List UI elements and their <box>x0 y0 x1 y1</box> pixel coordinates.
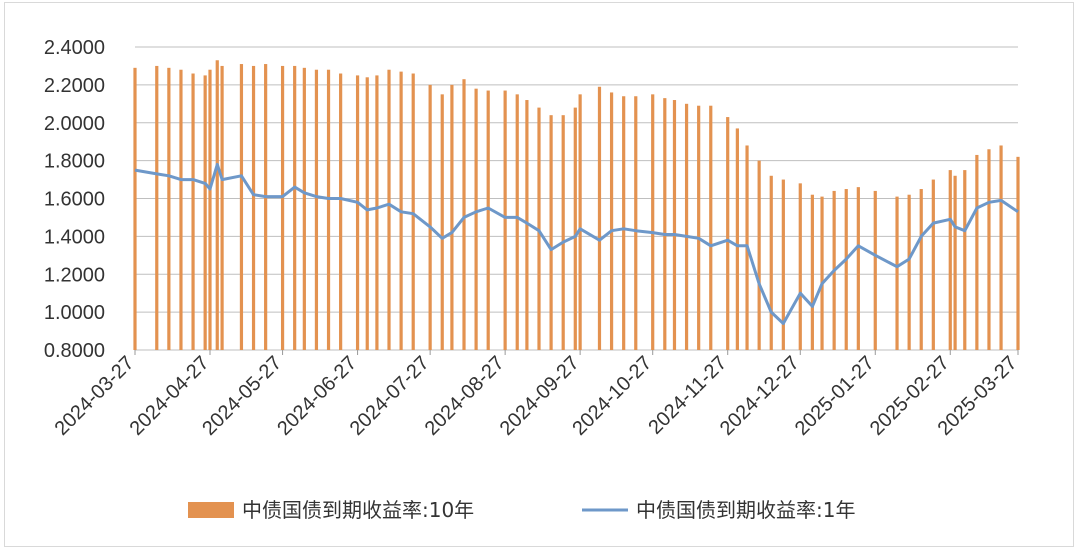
bar-10y <box>239 64 244 350</box>
bar-10y <box>515 94 519 350</box>
bar-10y <box>375 75 379 350</box>
bar-10y <box>578 94 582 350</box>
x-tick-label: 2024-03-27 <box>51 352 139 440</box>
bar-10y <box>1016 156 1020 350</box>
bar-10y <box>948 170 952 350</box>
bar-10y <box>609 92 614 350</box>
bar-10y <box>167 67 171 351</box>
x-tick-label: 2024-08-27 <box>421 352 509 440</box>
legend-swatch-10y <box>188 502 234 518</box>
bar-10y <box>697 105 701 350</box>
bar-10y <box>953 175 957 350</box>
bar-10y <box>179 69 183 350</box>
bar-10y <box>525 100 529 351</box>
bar-10y <box>203 75 207 350</box>
x-tick-label: 2025-01-27 <box>791 352 879 440</box>
bar-10y <box>411 73 415 350</box>
x-tick-label: 2024-12-27 <box>716 352 804 440</box>
bar-10y <box>856 187 860 350</box>
x-axis: 2024-03-272024-04-272024-05-272024-06-27… <box>51 350 1022 440</box>
bar-10y <box>264 64 268 350</box>
bar-10y <box>251 65 256 350</box>
x-tick-label: 2024-10-27 <box>568 352 656 440</box>
bar-10y <box>474 88 478 350</box>
bar-10y <box>462 79 466 350</box>
bar-10y <box>387 69 391 350</box>
y-tick-label: 1.6000 <box>44 189 105 211</box>
legend-label-1y: 中债国债到期收益率:1年 <box>636 498 855 522</box>
bar-10y <box>769 175 773 350</box>
bar-10y <box>220 65 224 350</box>
bar-10y <box>963 170 967 350</box>
bar-10y <box>634 96 638 350</box>
y-tick-label: 1.2000 <box>44 264 105 286</box>
bar-10y <box>873 190 877 350</box>
bar-10y <box>709 105 713 350</box>
bar-10y <box>314 69 319 350</box>
bar-10y <box>820 196 824 350</box>
bar-10y <box>355 75 360 350</box>
bar-10y <box>735 128 739 350</box>
bar-10y <box>450 84 454 350</box>
bar-10y <box>810 194 814 350</box>
y-tick-label: 1.0000 <box>44 302 105 324</box>
bar-10y <box>573 107 577 350</box>
y-tick-label: 0.8000 <box>44 340 105 362</box>
bar-10y <box>293 65 297 350</box>
bar-10y <box>537 107 541 350</box>
bar-10y <box>428 84 432 350</box>
bar-10y <box>844 189 848 350</box>
bar-10y <box>486 90 490 351</box>
bar-10y <box>931 179 935 350</box>
bar-10y <box>549 115 553 350</box>
bar-10y <box>726 117 730 350</box>
bar-10y <box>597 86 602 351</box>
bar-10y <box>672 100 677 351</box>
bar-10y <box>215 60 219 350</box>
bar-10y <box>975 154 979 350</box>
bar-10y <box>781 179 785 350</box>
bar-10y <box>302 67 306 351</box>
bar-10y <box>987 149 991 350</box>
bar-10y <box>365 77 369 351</box>
bar-10y <box>798 183 802 350</box>
bar-10y <box>208 69 212 350</box>
bar-10y <box>684 103 689 350</box>
x-tick-label: 2024-07-27 <box>346 352 434 440</box>
bar-10y <box>895 196 899 350</box>
x-tick-label: 2024-05-27 <box>198 352 286 440</box>
y-tick-label: 2.2000 <box>44 75 105 97</box>
bar-10y <box>561 115 565 350</box>
bar-10y <box>440 94 444 350</box>
y-tick-label: 1.8000 <box>44 151 105 173</box>
y-axis: 0.8000 1.0000 1.2000 1.4000 1.6000 1.8000 2.00… <box>44 37 105 362</box>
y-tick-label: 2.4000 <box>44 37 105 59</box>
bar-10y <box>757 160 761 350</box>
bar-10y <box>907 194 911 350</box>
legend: 中债国债到期收益率:10年 中债国债到期收益率:1年 <box>188 498 855 522</box>
bar-10y <box>651 94 655 350</box>
bar-10y <box>155 65 159 350</box>
bar-10y <box>663 98 667 350</box>
bar-10y <box>326 69 331 350</box>
bar-10y <box>622 96 626 350</box>
bar-10y <box>339 73 343 350</box>
line-1y <box>134 162 1019 325</box>
bar-layer <box>133 60 1020 351</box>
line-layer <box>134 162 1019 325</box>
y-tick-label: 2.0000 <box>44 113 105 135</box>
bar-10y <box>999 145 1003 350</box>
y-tick-label: 1.4000 <box>44 226 105 248</box>
bar-10y <box>503 90 507 351</box>
legend-label-10y: 中债国债到期收益率:10年 <box>242 498 474 522</box>
bar-10y <box>191 73 195 350</box>
bar-10y <box>919 189 923 350</box>
bar-10y <box>280 65 285 350</box>
bar-10y <box>133 67 137 351</box>
